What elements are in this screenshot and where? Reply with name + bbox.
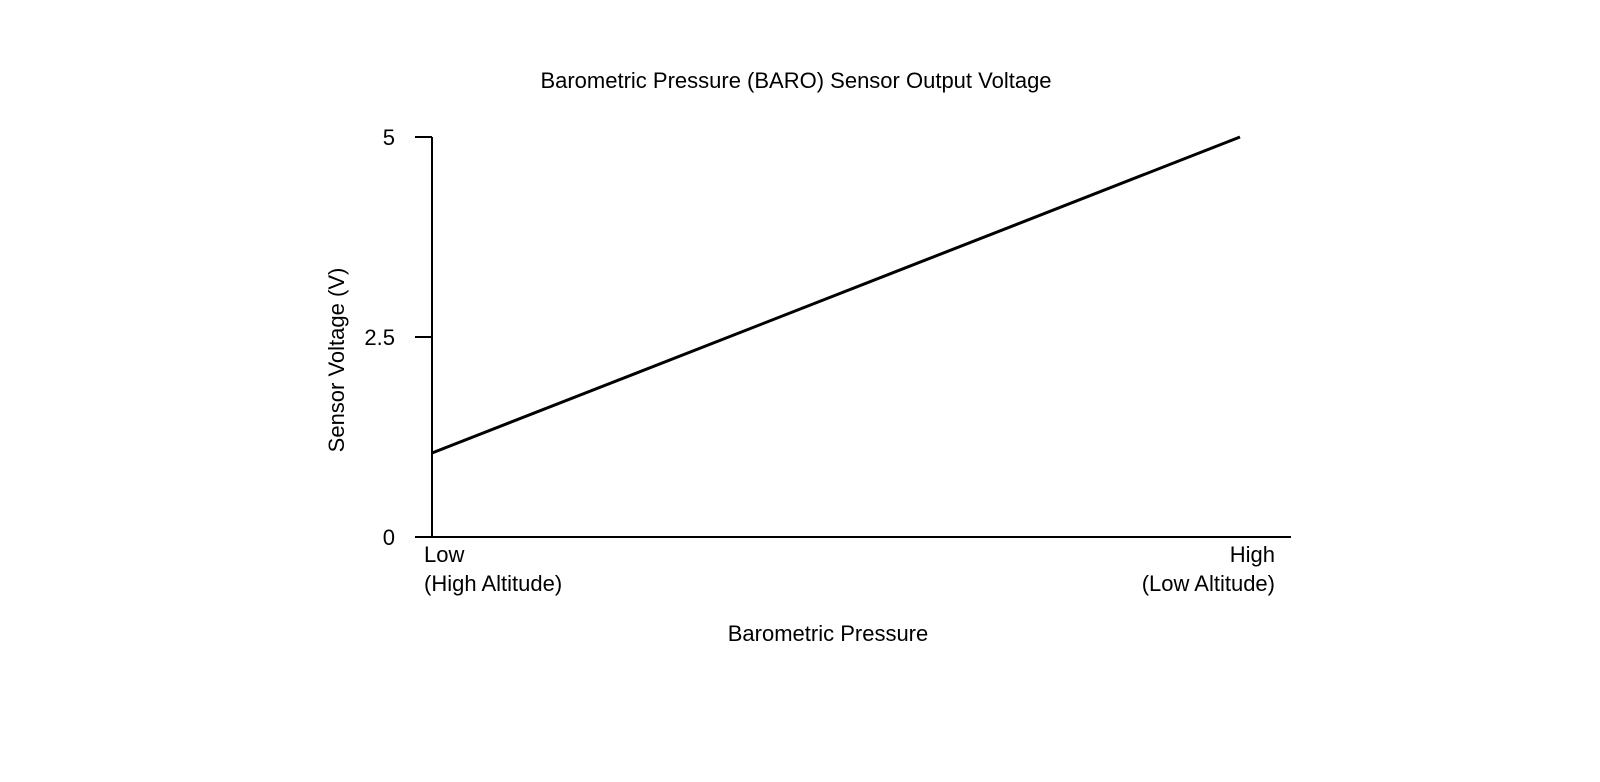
- chart-title: Barometric Pressure (BARO) Sensor Output…: [540, 68, 1051, 93]
- x-axis-title: Barometric Pressure: [728, 621, 929, 646]
- y-tick-label: 2.5: [364, 325, 395, 350]
- x-tick-label: High (Low Altitude): [1141, 542, 1275, 596]
- y-tick-label: 0: [383, 525, 395, 550]
- y-axis-title: Sensor Voltage (V): [324, 268, 349, 453]
- y-tick-label: 5: [383, 125, 395, 150]
- x-tick-label: Low (High Altitude): [424, 542, 563, 596]
- data-line: [431, 135, 1241, 455]
